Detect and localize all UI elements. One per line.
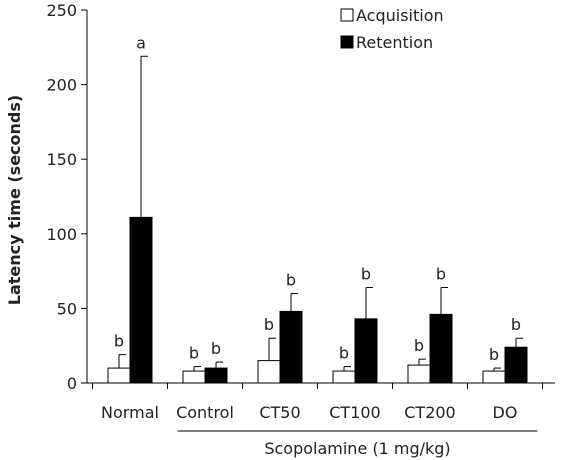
category-label: Normal — [101, 403, 159, 422]
y-axis-title: Latency time (seconds) — [5, 95, 24, 305]
error-bars — [118, 55, 523, 372]
category-label: CT200 — [404, 403, 455, 422]
bar — [332, 370, 356, 384]
bar — [107, 367, 131, 384]
bar — [204, 367, 228, 384]
y-tick-label: 0 — [67, 374, 77, 393]
legend-swatch — [340, 35, 354, 49]
bar — [429, 313, 453, 384]
y-tick-label: 100 — [46, 225, 77, 244]
bar — [504, 346, 528, 384]
group-label: Scopolamine (1 mg/kg) — [264, 439, 450, 458]
bar — [354, 318, 378, 384]
significance-label: b — [436, 265, 446, 284]
legend-swatch — [340, 8, 354, 22]
bar — [257, 360, 281, 384]
significance-label: b — [189, 344, 199, 363]
bar — [407, 364, 431, 384]
category-label: Control — [176, 403, 234, 422]
legend: Acquisition Retention — [340, 6, 444, 52]
y-tick-label: 250 — [46, 1, 77, 20]
bar — [129, 216, 153, 384]
significance-label: b — [211, 339, 221, 358]
category-labels: Normal Control CT50 CT100 CT200 DO — [101, 403, 517, 422]
significance-label: b — [286, 270, 296, 289]
bar — [482, 370, 506, 384]
significance-label: b — [414, 336, 424, 355]
y-tick-label: 50 — [57, 299, 77, 318]
y-tick-label: 150 — [46, 150, 77, 169]
significance-label: b — [489, 345, 499, 364]
significance-label: a — [136, 33, 146, 52]
bar — [279, 310, 303, 384]
category-label: DO — [493, 403, 518, 422]
significance-label: b — [114, 332, 124, 351]
legend-label: Retention — [356, 33, 433, 52]
significance-label: b — [511, 315, 521, 334]
x-axis — [87, 382, 555, 389]
legend-label: Acquisition — [356, 6, 444, 25]
category-label: CT100 — [329, 403, 380, 422]
bar — [182, 370, 206, 384]
bars — [107, 216, 528, 384]
significance-label: b — [264, 315, 274, 334]
y-axis: 0 50 100 150 200 250 — [46, 1, 88, 393]
category-label: CT50 — [259, 403, 300, 422]
significance-label: b — [339, 344, 349, 363]
group-annotation: Scopolamine (1 mg/kg) — [177, 430, 538, 458]
y-tick-label: 200 — [46, 76, 77, 95]
significance-label: b — [361, 265, 371, 284]
